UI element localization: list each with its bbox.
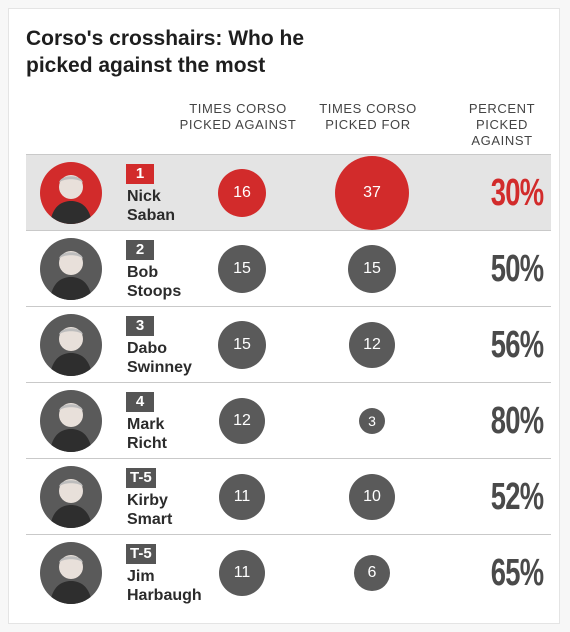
rank-badge: 2: [126, 240, 154, 260]
percent-value: 80%: [490, 400, 544, 442]
coach-name: Bob Stoops: [127, 263, 227, 301]
rank-badge: T-5: [126, 468, 156, 488]
coach-name: Jim Harbaugh: [127, 567, 227, 605]
bubble-for: 3: [359, 408, 385, 434]
coach-last-name: Harbaugh: [127, 587, 202, 604]
coach-name: Mark Richt: [127, 415, 227, 453]
coach-photo-icon: [40, 542, 102, 604]
coach-first-name: Mark: [127, 416, 165, 433]
coach-last-name: Smart: [127, 511, 173, 528]
chart-card: Corso's crosshairs: Who he picked agains…: [8, 8, 560, 624]
bubble-for: 10: [349, 474, 395, 520]
coach-first-name: Nick: [127, 188, 161, 205]
bubble-against: 11: [219, 474, 265, 520]
bubble-against: 12: [219, 398, 265, 444]
rank-badge: T-5: [126, 544, 156, 564]
rank-badge: 4: [126, 392, 154, 412]
bubble-for: 6: [354, 555, 390, 591]
coach-first-name: Kirby: [127, 492, 168, 509]
chart-title: Corso's crosshairs: Who he picked agains…: [26, 27, 305, 77]
coach-first-name: Jim: [127, 568, 155, 585]
column-header-against: TIMES CORSO PICKED AGAINST: [179, 101, 297, 132]
table-row: 4 Mark Richt 12 3 80%: [26, 382, 551, 458]
percent-value: 30%: [490, 172, 544, 214]
coach-first-name: Bob: [127, 264, 159, 281]
table-row: 1 Nick Saban 16 37 30%: [26, 154, 551, 230]
table-row: 2 Bob Stoops 15 15 50%: [26, 230, 551, 306]
coach-last-name: Stoops: [127, 283, 182, 300]
percent-value: 50%: [490, 248, 544, 290]
column-header-percent: PERCENT PICKED AGAINST: [468, 101, 536, 148]
bubble-against: 16: [218, 169, 266, 217]
rank-badge: 3: [126, 316, 154, 336]
coach-name: Nick Saban: [127, 187, 227, 225]
coach-photo-icon: [40, 162, 102, 224]
table-row: T-5 Kirby Smart 11 10 52%: [26, 458, 551, 534]
percent-value: 52%: [490, 476, 544, 518]
bubble-for: 15: [348, 245, 396, 293]
coach-photo-icon: [40, 466, 102, 528]
coach-name: Kirby Smart: [127, 491, 227, 529]
table-row: T-5 Jim Harbaugh 11 6 65%: [26, 534, 551, 610]
coach-last-name: Richt: [127, 435, 167, 452]
bubble-against: 11: [219, 550, 265, 596]
bubble-for: 12: [349, 322, 395, 368]
coach-last-name: Saban: [127, 207, 176, 224]
bubble-against: 15: [218, 245, 266, 293]
coach-last-name: Swinney: [127, 359, 192, 376]
bubble-for: 37: [335, 156, 409, 230]
coach-photo-icon: [40, 314, 102, 376]
coach-name: Dabo Swinney: [127, 339, 227, 377]
table-row: 3 Dabo Swinney 15 12 56%: [26, 306, 551, 382]
column-header-for: TIMES CORSO PICKED FOR: [319, 101, 417, 132]
percent-value: 56%: [490, 324, 544, 366]
bubble-against: 15: [218, 321, 266, 369]
coach-photo-icon: [40, 390, 102, 452]
coach-first-name: Dabo: [127, 340, 167, 357]
coach-photo-icon: [40, 238, 102, 300]
rank-badge: 1: [126, 164, 154, 184]
percent-value: 65%: [490, 552, 544, 594]
